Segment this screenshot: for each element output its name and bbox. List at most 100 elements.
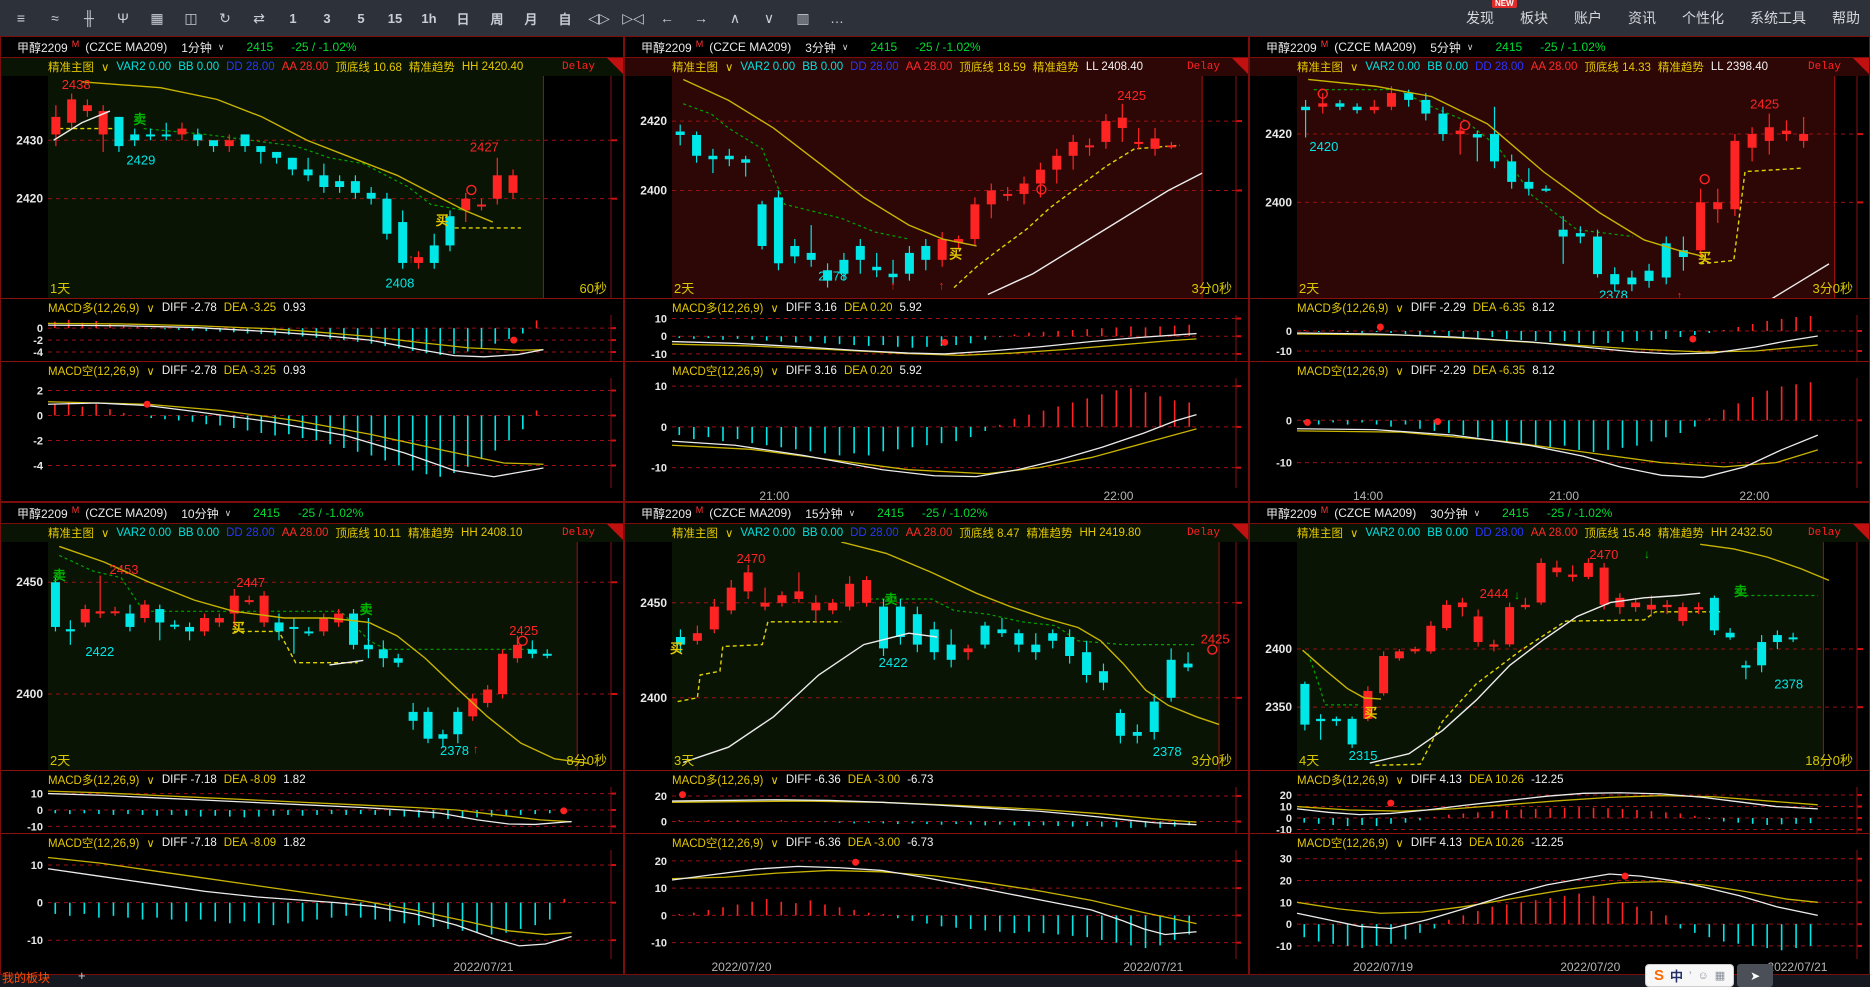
next-icon[interactable]: → xyxy=(694,10,708,26)
chevron-down-icon[interactable]: ∨ xyxy=(101,528,110,540)
period-month-button[interactable]: 月 xyxy=(524,11,538,27)
chevron-down-icon[interactable]: ∨ xyxy=(1466,41,1474,52)
ime-collapse-button[interactable]: ➤ xyxy=(1737,964,1774,987)
chevron-down-icon[interactable]: ∨ xyxy=(725,528,734,540)
macd-indicator-selector[interactable]: MACD多(12,26,9) xyxy=(672,774,764,787)
compress-icon[interactable]: ◁▷ xyxy=(588,9,610,26)
ime-pill[interactable]: S 中 ’ ☺ ▦ xyxy=(1645,964,1735,987)
macd-indicator-selector[interactable]: MACD多(12,26,9) xyxy=(48,302,140,315)
report-icon[interactable]: ≡ xyxy=(16,10,26,26)
zoom-in-icon[interactable]: ∧ xyxy=(729,9,741,26)
period-3min-button[interactable]: 3 xyxy=(323,10,331,26)
chevron-down-icon[interactable]: ∨ xyxy=(848,507,856,518)
macd-indicator-selector[interactable]: MACD空(12,26,9) xyxy=(1297,837,1389,850)
period-custom-button[interactable]: 自 xyxy=(558,11,572,27)
expand-icon[interactable]: ▷◁ xyxy=(622,9,644,26)
period-day-button[interactable]: 日 xyxy=(456,11,470,27)
main-indicator-selector[interactable]: 精准主图 xyxy=(672,528,718,540)
menu-item-发现[interactable]: 发现 NEW xyxy=(1466,0,1517,28)
main-chart-plot[interactable]: 2420 2400 2420 2425 2378 买 ↑ 2天 3分0秒 xyxy=(1250,76,1869,320)
macd-plot[interactable]: 0 -10 xyxy=(1250,378,1869,488)
chevron-down-icon[interactable]: ∨ xyxy=(217,41,225,52)
macd-indicator-selector[interactable]: MACD多(12,26,9) xyxy=(672,302,764,315)
chevron-down-icon[interactable]: ∨ xyxy=(770,837,779,850)
chevron-down-icon[interactable]: ∨ xyxy=(1350,62,1359,74)
chevron-down-icon[interactable]: ∨ xyxy=(1350,528,1359,540)
kline-chart-icon[interactable]: ╫ xyxy=(84,10,94,26)
main-chart-plot[interactable]: 2450 2400 2470 2422 2425 2378 买 卖 3天 3分0秒 xyxy=(625,541,1248,770)
chevron-down-icon[interactable]: ∨ xyxy=(725,62,734,74)
main-chart-plot[interactable]: 2450 2400 2453 2422 2447 2425 2378 卖买 卖 ↑ 2天 8分0秒 xyxy=(1,542,623,770)
add-board-button[interactable]: + xyxy=(78,968,86,983)
chevron-down-icon[interactable]: ∨ xyxy=(146,365,155,378)
menu-item-板块[interactable]: 板块 xyxy=(1520,8,1548,28)
timeframe-selector[interactable]: 1分钟 xyxy=(181,40,212,55)
ime-keyboard-icon[interactable]: ▦ xyxy=(1714,970,1726,982)
chevron-down-icon[interactable]: ∨ xyxy=(1395,837,1404,850)
menu-item-系统工具[interactable]: 系统工具 xyxy=(1750,8,1806,28)
menu-item-账户[interactable]: 账户 xyxy=(1574,8,1602,28)
main-chart-plot[interactable]: 2420 2400 2425 2378 买 ↑ ↑ 2天 3分0秒 xyxy=(625,76,1248,298)
timeframe-selector[interactable]: 15分钟 xyxy=(805,506,843,521)
period-week-button[interactable]: 周 xyxy=(490,11,504,27)
ime-logo-icon[interactable]: S xyxy=(1654,967,1665,984)
main-indicator-selector[interactable]: 精准主图 xyxy=(48,528,94,540)
more-icon[interactable]: … xyxy=(830,10,844,26)
chevron-down-icon[interactable]: ∨ xyxy=(1473,507,1481,518)
save-icon[interactable]: ◫ xyxy=(184,9,198,26)
chevron-down-icon[interactable]: ∨ xyxy=(1395,365,1404,378)
macd-plot[interactable]: 10 0 -10 xyxy=(1,787,623,833)
chevron-down-icon[interactable]: ∨ xyxy=(770,774,779,787)
line-chart-icon[interactable]: ≈ xyxy=(51,10,59,26)
macd-indicator-selector[interactable]: MACD空(12,26,9) xyxy=(672,365,764,378)
main-indicator-selector[interactable]: 精准主图 xyxy=(672,62,718,74)
period-5min-button[interactable]: 5 xyxy=(357,10,365,26)
macd-indicator-selector[interactable]: MACD空(12,26,9) xyxy=(48,365,140,378)
macd-indicator-selector[interactable]: MACD空(12,26,9) xyxy=(1297,365,1389,378)
macd-plot[interactable]: 10 0 -10 xyxy=(1,850,623,959)
macd-indicator-selector[interactable]: MACD空(12,26,9) xyxy=(672,837,764,850)
menu-item-资讯[interactable]: 资讯 xyxy=(1628,8,1656,28)
minute-chart-icon[interactable]: Ψ xyxy=(117,10,129,26)
main-chart-plot[interactable]: 2400 2350 2444 2470 2315 2378 买 卖 ↓ ↓ 4天 18分0秒 xyxy=(1250,542,1869,770)
timeframe-selector[interactable]: 30分钟 xyxy=(1430,506,1468,521)
chevron-down-icon[interactable]: ∨ xyxy=(146,302,155,315)
chevron-down-icon[interactable]: ∨ xyxy=(1395,774,1404,787)
ime-emoji-icon[interactable]: ☺ xyxy=(1697,969,1709,982)
ime-mode-chinese[interactable]: 中 xyxy=(1670,969,1684,984)
indicator-switch-icon[interactable]: ⇄ xyxy=(253,9,265,26)
macd-indicator-selector[interactable]: MACD多(12,26,9) xyxy=(1297,774,1389,787)
macd-plot[interactable]: 10 0 -10 xyxy=(625,315,1248,361)
macd-indicator-selector[interactable]: MACD多(12,26,9) xyxy=(1297,302,1389,315)
macd-plot[interactable]: 30 20 10 0 -10 xyxy=(1250,850,1869,959)
chevron-down-icon[interactable]: ∨ xyxy=(770,365,779,378)
my-boards-tab[interactable]: 我的板块 xyxy=(2,971,51,985)
main-indicator-selector[interactable]: 精准主图 xyxy=(1297,62,1343,74)
menu-item-帮助[interactable]: 帮助 xyxy=(1832,8,1860,28)
timeframe-selector[interactable]: 5分钟 xyxy=(1430,40,1461,55)
chevron-down-icon[interactable]: ∨ xyxy=(146,837,155,850)
macd-plot[interactable]: 0-2-4 xyxy=(1,315,623,361)
main-chart-plot[interactable]: 2430 2420 2438 2429 2427 2408 卖买 ↑ 1天 60秒 xyxy=(1,76,623,298)
ime-punct-icon[interactable]: ’ xyxy=(1689,969,1692,982)
main-indicator-selector[interactable]: 精准主图 xyxy=(1297,528,1343,540)
menu-item-个性化[interactable]: 个性化 xyxy=(1682,8,1724,28)
zoom-out-icon[interactable]: ∨ xyxy=(763,9,775,26)
ime-toolbar[interactable]: S 中 ’ ☺ ▦ ➤ xyxy=(1645,964,1774,987)
chevron-down-icon[interactable]: ∨ xyxy=(224,507,232,518)
timeframe-selector[interactable]: 10分钟 xyxy=(181,506,219,521)
period-1min-button[interactable]: 1 xyxy=(289,10,297,26)
macd-plot[interactable]: 2 0 -2 -4 xyxy=(1,378,623,488)
prev-icon[interactable]: ← xyxy=(660,10,674,26)
chevron-down-icon[interactable]: ∨ xyxy=(101,62,110,74)
chevron-down-icon[interactable]: ∨ xyxy=(146,774,155,787)
period-15min-button[interactable]: 15 xyxy=(387,10,403,26)
macd-plot[interactable]: 20 0 xyxy=(625,787,1248,833)
macd-plot[interactable]: 0 -10 xyxy=(1250,315,1869,361)
chevron-down-icon[interactable]: ∨ xyxy=(1395,302,1404,315)
chevron-down-icon[interactable]: ∨ xyxy=(770,302,779,315)
refresh-icon[interactable]: ↻ xyxy=(219,9,231,26)
macd-indicator-selector[interactable]: MACD多(12,26,9) xyxy=(48,774,140,787)
layout-grid-icon[interactable]: ▥ xyxy=(796,9,810,26)
